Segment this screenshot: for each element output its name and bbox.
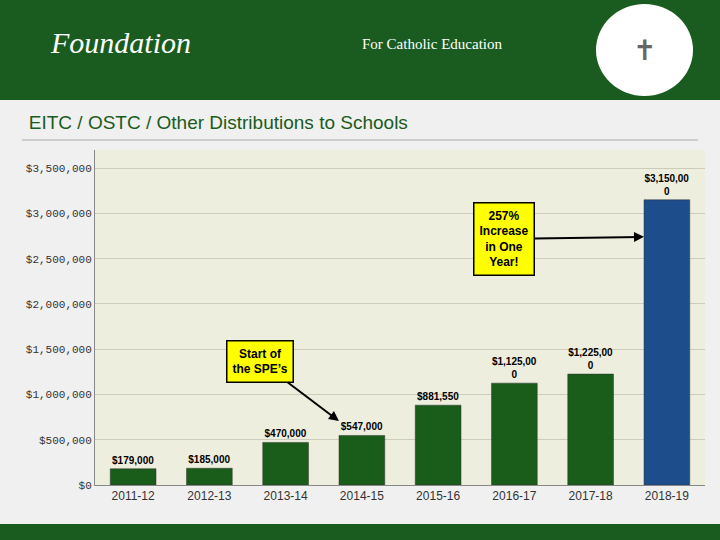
svg-text:2018-19: 2018-19 [645,489,689,503]
svg-text:Start ofthe SPE’s: Start ofthe SPE’s [233,347,288,377]
svg-text:✝: ✝ [633,35,656,66]
svg-text:2015-16: 2015-16 [416,489,460,503]
svg-text:$3,150,000: $3,150,000 [644,173,689,197]
svg-text:2013-14: 2013-14 [264,489,308,503]
svg-text:$2,500,000: $2,500,000 [26,254,92,266]
svg-text:For Catholic Education: For Catholic Education [362,36,502,52]
svg-text:$0: $0 [79,480,92,492]
svg-text:$185,000: $185,000 [188,454,230,465]
svg-text:$3,500,000: $3,500,000 [26,163,92,175]
svg-text:$179,000: $179,000 [112,455,154,466]
svg-text:Foundation: Foundation [50,26,191,59]
svg-text:$1,225,000: $1,225,000 [568,347,613,371]
svg-text:$1,125,000: $1,125,000 [492,356,537,380]
svg-text:2014-15: 2014-15 [340,489,384,503]
svg-text:2011-12: 2011-12 [112,489,155,503]
svg-text:$1,500,000: $1,500,000 [26,344,92,356]
svg-text:$881,550: $881,550 [417,391,459,402]
svg-text:$1,000,000: $1,000,000 [26,389,92,401]
svg-text:$500,000: $500,000 [39,435,92,447]
svg-text:EITC / OSTC / Other Distributi: EITC / OSTC / Other Distributions to Sch… [29,112,408,133]
svg-text:$547,000: $547,000 [341,421,383,432]
svg-text:$2,000,000: $2,000,000 [26,299,92,311]
svg-text:$470,000: $470,000 [265,428,307,439]
svg-text:$3,000,000: $3,000,000 [26,208,92,220]
svg-text:2017-18: 2017-18 [569,489,613,503]
svg-text:2012-13: 2012-13 [187,489,231,503]
svg-text:257%Increasein OneYear!: 257%Increasein OneYear! [480,209,529,270]
svg-text:2016-17: 2016-17 [492,489,536,503]
